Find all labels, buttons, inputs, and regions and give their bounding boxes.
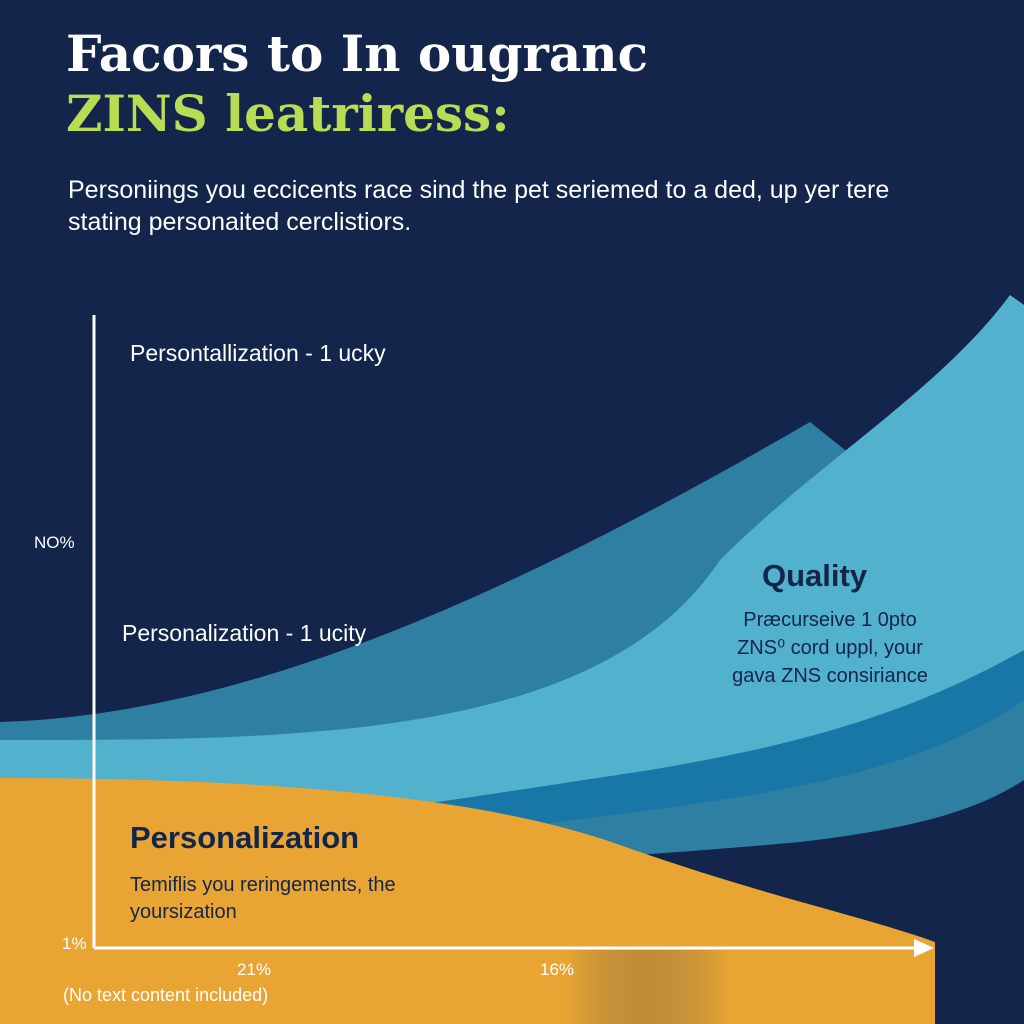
x-axis-arrowhead xyxy=(914,939,934,957)
series-label-quality: Quality xyxy=(762,558,868,593)
series-description-quality: Præcurseive 1 0pto ZNS⁰ cord uppl, your … xyxy=(732,609,928,687)
title-line-1: Facors to In ougranc xyxy=(66,24,649,83)
fade-strip xyxy=(565,950,730,1024)
annotation-2: Personalization - 1 ucity xyxy=(122,620,367,646)
x-tick-label: 21% xyxy=(237,960,272,979)
x-tick-label: 16% xyxy=(540,960,575,979)
annotation-1: Persontallization - 1 ucky xyxy=(130,340,386,366)
footnote: (No text content included) xyxy=(63,985,269,1005)
chart-title: Facors to In ougranc ZINS leatriress: xyxy=(66,24,648,144)
y-tick-label: NO% xyxy=(34,533,75,552)
chart-subtitle: Personiings you eccicents race sind the … xyxy=(68,176,890,236)
series-label-personalization: Personalization xyxy=(130,820,360,855)
y-tick-label: 1% xyxy=(62,934,87,953)
title-line-2: ZINS leatriress: xyxy=(66,84,510,143)
series-description-personalization: Temiflis you reringements, the yoursizat… xyxy=(130,874,396,923)
